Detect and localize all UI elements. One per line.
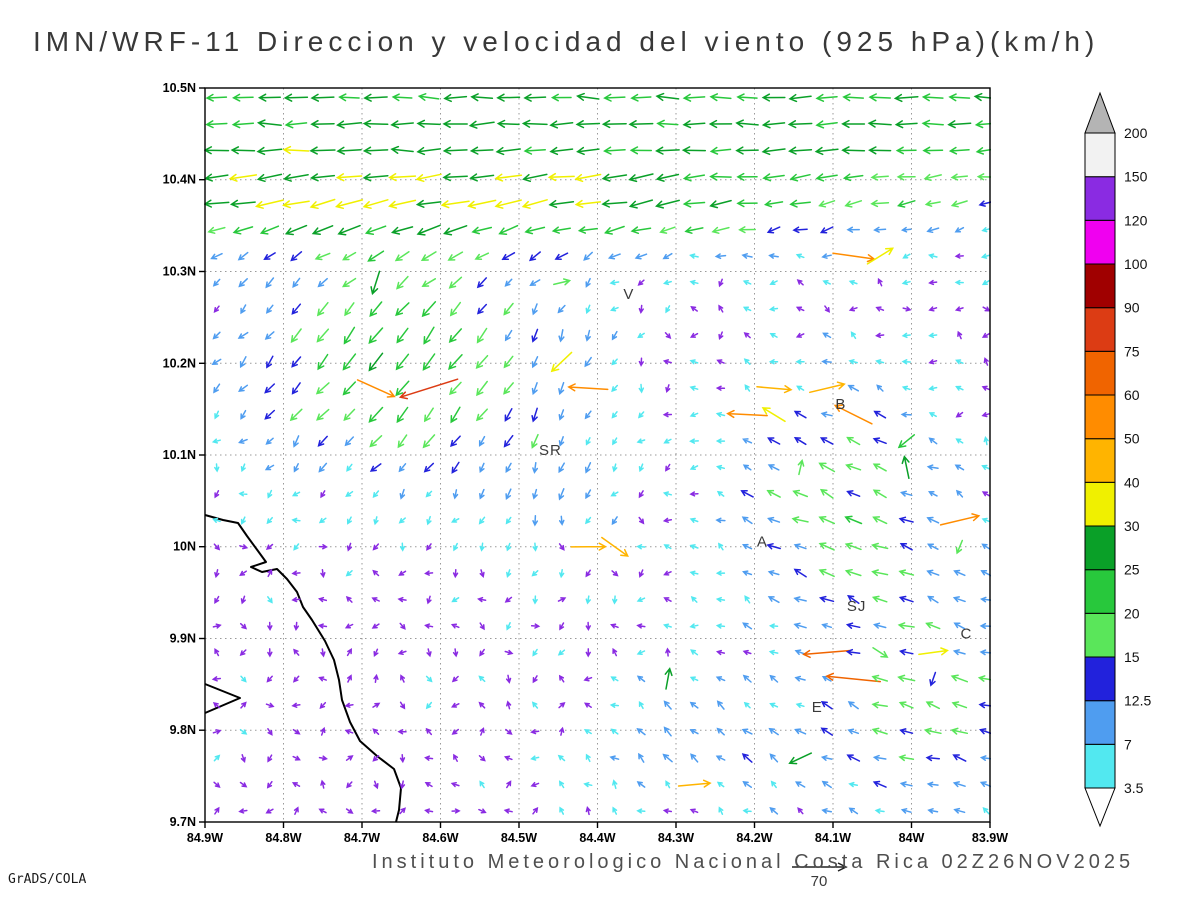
y-axis-labels: 10.5N 10.4N 10.3N 10.2N 10.1N 10N 9.9N 9.8N 9.7N <box>163 81 196 829</box>
coastline <box>204 514 402 823</box>
colorbar-labels: 3.5 7 12.5 15 20 25 30 40 50 60 75 90 100 120 150 200 <box>1124 125 1151 796</box>
institute-footer: Instituto Meteorologico Nacional Costa R… <box>372 851 1135 873</box>
x-axis-labels: 84.9W 84.8W 84.7W 84.6W 84.5W 84.4W 84.3W 84.2W… <box>187 831 1008 845</box>
svg-text:10N: 10N <box>173 540 196 554</box>
svg-text:84.6W: 84.6W <box>422 831 458 845</box>
svg-text:200: 200 <box>1124 125 1148 141</box>
svg-text:120: 120 <box>1124 212 1148 228</box>
svg-text:20: 20 <box>1124 605 1140 621</box>
reference-vector: 70 <box>792 862 848 890</box>
station-label-v: V <box>623 286 634 303</box>
grads-credit: GrADS/COLA <box>8 872 87 887</box>
station-label-sr: SR <box>539 442 562 459</box>
svg-text:84.1W: 84.1W <box>815 831 851 845</box>
station-label-a: A <box>757 534 768 551</box>
svg-text:75: 75 <box>1124 343 1140 359</box>
svg-text:30: 30 <box>1124 518 1140 534</box>
svg-text:83.9W: 83.9W <box>972 831 1008 845</box>
svg-text:150: 150 <box>1124 169 1148 185</box>
chart-title: IMN/WRF-11 Direccion y velocidad del vie… <box>33 26 1100 57</box>
colorbar-over-triangle <box>1084 91 1116 134</box>
station-label-b: B <box>835 396 846 413</box>
svg-text:12.5: 12.5 <box>1124 693 1151 709</box>
svg-text:9.7N: 9.7N <box>170 815 196 829</box>
svg-text:84.2W: 84.2W <box>736 831 772 845</box>
svg-text:84.4W: 84.4W <box>579 831 615 845</box>
colorbar-under-triangle <box>1084 787 1116 828</box>
svg-text:7: 7 <box>1124 736 1132 752</box>
svg-text:84.9W: 84.9W <box>187 831 223 845</box>
svg-text:10.4N: 10.4N <box>163 173 196 187</box>
svg-text:50: 50 <box>1124 431 1140 447</box>
svg-text:10.3N: 10.3N <box>163 265 196 279</box>
axis-ticks <box>199 87 991 828</box>
svg-text:40: 40 <box>1124 474 1140 490</box>
svg-text:3.5: 3.5 <box>1124 780 1144 796</box>
svg-text:90: 90 <box>1124 300 1140 316</box>
reference-arrow-icon <box>792 862 848 872</box>
svg-text:84W: 84W <box>899 831 925 845</box>
svg-text:84.8W: 84.8W <box>265 831 301 845</box>
svg-text:84.7W: 84.7W <box>344 831 380 845</box>
grid-lines <box>205 88 990 822</box>
svg-text:10.5N: 10.5N <box>163 81 196 95</box>
station-label-e: E <box>812 699 823 716</box>
svg-text:60: 60 <box>1124 387 1140 403</box>
svg-text:100: 100 <box>1124 256 1148 272</box>
svg-text:9.8N: 9.8N <box>170 723 196 737</box>
svg-text:15: 15 <box>1124 649 1140 665</box>
svg-text:9.9N: 9.9N <box>170 632 196 646</box>
station-label-sj: SJ <box>847 598 867 615</box>
station-label-c: C <box>960 626 972 643</box>
svg-text:25: 25 <box>1124 562 1140 578</box>
svg-text:10.1N: 10.1N <box>163 448 196 462</box>
wind-vectors-layer <box>204 92 991 816</box>
svg-text:10.2N: 10.2N <box>163 356 196 370</box>
reference-vector-label: 70 <box>811 873 828 890</box>
station-labels: V B SR A SJ C E <box>539 286 972 716</box>
svg-text:84.3W: 84.3W <box>658 831 694 845</box>
svg-text:84.5W: 84.5W <box>501 831 537 845</box>
colorbar <box>1084 91 1116 828</box>
